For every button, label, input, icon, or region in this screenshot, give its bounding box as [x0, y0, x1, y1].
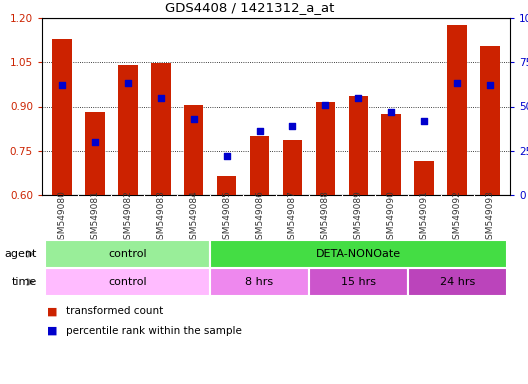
- Text: agent: agent: [4, 249, 37, 259]
- Text: GSM549090: GSM549090: [387, 190, 396, 245]
- Bar: [210, 268, 309, 296]
- Bar: [250, 136, 269, 195]
- Text: GSM549083: GSM549083: [156, 190, 165, 245]
- Bar: [316, 102, 335, 195]
- Bar: [414, 161, 434, 195]
- Point: [486, 82, 494, 88]
- Text: GDS4408 / 1421312_a_at: GDS4408 / 1421312_a_at: [165, 1, 334, 14]
- Text: GSM549085: GSM549085: [222, 190, 231, 245]
- Bar: [381, 114, 401, 195]
- Text: 8 hrs: 8 hrs: [246, 277, 274, 287]
- Text: GSM549084: GSM549084: [189, 190, 198, 245]
- Text: control: control: [108, 277, 147, 287]
- Bar: [348, 96, 369, 195]
- Text: control: control: [108, 249, 147, 259]
- Text: GSM549092: GSM549092: [453, 190, 462, 245]
- Text: GSM549089: GSM549089: [354, 190, 363, 245]
- Bar: [480, 46, 500, 195]
- Bar: [408, 268, 507, 296]
- Text: GSM549087: GSM549087: [288, 190, 297, 245]
- Point: [90, 139, 99, 145]
- Bar: [45, 268, 210, 296]
- Text: GSM549080: GSM549080: [57, 190, 67, 245]
- Text: GSM549082: GSM549082: [123, 190, 132, 245]
- Text: ■: ■: [48, 306, 58, 316]
- Point: [156, 94, 165, 101]
- Point: [124, 80, 132, 86]
- Bar: [52, 39, 72, 195]
- Text: GSM549086: GSM549086: [255, 190, 264, 245]
- Point: [256, 128, 264, 134]
- Text: transformed count: transformed count: [66, 306, 163, 316]
- Bar: [118, 65, 138, 195]
- Bar: [184, 105, 203, 195]
- Text: GSM549088: GSM549088: [321, 190, 330, 245]
- Text: time: time: [12, 277, 37, 287]
- Point: [222, 153, 231, 159]
- Bar: [45, 240, 210, 268]
- Point: [321, 102, 329, 108]
- Text: 24 hrs: 24 hrs: [440, 277, 475, 287]
- Bar: [309, 268, 408, 296]
- Text: ■: ■: [48, 326, 58, 336]
- Text: GSM549081: GSM549081: [90, 190, 99, 245]
- Text: DETA-NONOate: DETA-NONOate: [316, 249, 401, 259]
- Text: 15 hrs: 15 hrs: [341, 277, 376, 287]
- Bar: [85, 113, 105, 195]
- Point: [58, 82, 66, 88]
- Text: percentile rank within the sample: percentile rank within the sample: [66, 326, 242, 336]
- Point: [387, 109, 395, 115]
- Text: GSM549093: GSM549093: [486, 190, 495, 245]
- Point: [288, 123, 297, 129]
- Bar: [216, 176, 237, 195]
- Text: GSM549091: GSM549091: [420, 190, 429, 245]
- Bar: [447, 25, 467, 195]
- Bar: [210, 240, 507, 268]
- Point: [354, 94, 363, 101]
- Point: [453, 80, 461, 86]
- Bar: [151, 63, 171, 195]
- Point: [190, 116, 198, 122]
- Point: [420, 118, 429, 124]
- Bar: [282, 141, 303, 195]
